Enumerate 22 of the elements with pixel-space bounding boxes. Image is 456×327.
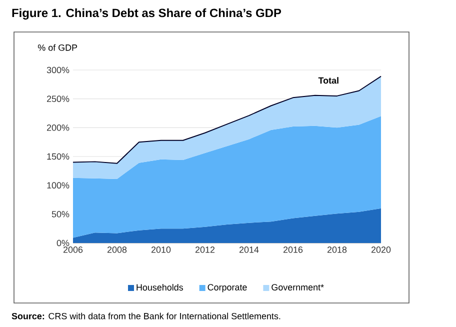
x-tick-label: 2020 bbox=[371, 246, 391, 253]
legend-label: Government* bbox=[272, 284, 324, 290]
chart-title: Figure 1. China’s Debt as Share of China’s GDP bbox=[12, 8, 282, 20]
text: Source: CRS with data from the Bank for International Settlements. bbox=[12, 312, 280, 320]
y-tick-label: 300% bbox=[46, 66, 70, 74]
x-tick-label: 2006 bbox=[63, 246, 83, 253]
legend-label: Corporate bbox=[208, 284, 247, 292]
legend-label: Households bbox=[136, 284, 184, 291]
y-tick-label: 50% bbox=[52, 210, 70, 218]
y-tick-label: 0% bbox=[56, 240, 70, 246]
y-axis-title: % of GDP bbox=[38, 44, 78, 51]
x-tick-label: 2014 bbox=[239, 246, 259, 253]
annotation: Total bbox=[318, 77, 338, 84]
x-tick-label: 2016 bbox=[283, 246, 303, 253]
x-tick-label: 2012 bbox=[195, 246, 215, 253]
x-tick-label: 2010 bbox=[151, 246, 171, 253]
y-tick-label: 200% bbox=[47, 124, 70, 131]
y-tick-label: 250% bbox=[47, 96, 70, 102]
x-tick-label: 2008 bbox=[107, 246, 127, 253]
x-tick-label: 2018 bbox=[327, 246, 347, 253]
y-tick-label: 150% bbox=[47, 153, 70, 160]
y-tick-label: 100% bbox=[47, 182, 70, 189]
